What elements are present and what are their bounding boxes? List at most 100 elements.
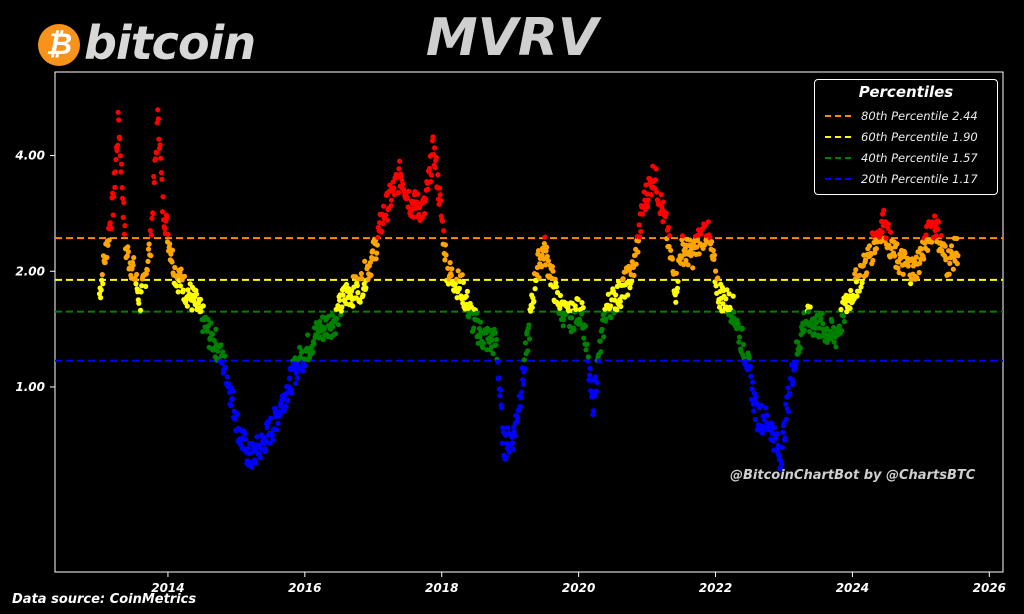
data-point [776,452,782,458]
data-point [774,431,780,437]
data-point [489,337,496,343]
data-point [359,276,365,282]
data-point [520,377,526,383]
x-tick-label: 2014 [151,581,184,595]
data-point [198,308,204,314]
data-point [219,360,225,366]
legend-swatch-20th [825,177,851,180]
data-point [654,189,660,195]
data-point [783,401,789,407]
data-point [783,416,789,422]
data-point [519,389,525,395]
data-point [439,218,446,224]
data-point [164,215,170,221]
data-point [211,337,217,343]
data-point [471,325,477,331]
data-point [427,165,433,171]
legend-label-20th: 20th Percentile 1.17 [861,171,978,186]
data-point [526,336,533,342]
data-point [557,292,564,299]
data-point [888,245,894,251]
data-point [629,278,635,284]
data-point [831,339,837,345]
data-point [459,272,465,278]
data-point [253,460,259,466]
data-point [638,228,644,235]
data-point [522,340,529,346]
data-point [121,231,127,237]
data-point [156,136,162,142]
data-point [535,248,542,254]
data-point [673,270,680,276]
data-point [950,266,956,272]
data-point [118,169,124,175]
data-point [423,196,429,202]
data-point [175,289,181,295]
x-tick-label: 2022 [699,581,732,595]
data-point [761,417,767,423]
data-point [542,262,549,268]
data-point [645,197,651,203]
data-point [169,247,176,253]
data-point [125,249,131,255]
data-point [169,259,175,265]
data-point [675,278,681,284]
data-point [237,441,243,447]
data-point [460,279,466,285]
data-source-note: Data source: CoinMetrics [12,592,197,607]
data-point [355,290,361,296]
data-point [155,116,161,122]
data-point [713,283,719,289]
data-point [807,329,813,335]
data-point [839,328,845,334]
data-point [130,262,136,268]
data-point [104,254,110,261]
data-point [340,292,346,298]
data-point [229,396,235,402]
data-point [883,235,889,241]
data-point [525,348,531,354]
data-point [801,327,808,333]
data-point [438,198,444,204]
data-point [162,225,168,232]
data-point [477,334,483,340]
data-point [391,185,397,191]
data-point [900,271,906,277]
data-point [663,210,669,216]
data-point [517,404,524,410]
data-point [715,275,721,281]
data-point [442,242,448,248]
data-point [490,351,496,357]
data-point [553,284,560,290]
data-point [575,296,581,302]
data-point [510,446,516,452]
data-point [917,260,923,266]
data-point [946,271,952,277]
data-point [281,407,287,414]
data-point [477,319,484,325]
data-point [599,326,605,332]
data-point [132,276,138,282]
data-point [138,307,144,313]
data-point [782,435,788,441]
data-point [581,335,587,341]
data-point [716,304,723,310]
data-point [406,188,412,194]
data-point [818,315,824,321]
data-point [579,300,585,306]
data-point [847,305,853,311]
data-point [658,192,664,198]
data-point [480,340,486,346]
data-point [133,281,139,287]
data-point [532,286,538,292]
data-point [596,358,602,364]
data-point [98,295,104,301]
data-point [422,211,428,217]
data-point [263,438,269,444]
data-point [274,427,280,433]
data-point [380,203,387,209]
data-point [824,325,830,332]
data-point [391,192,397,198]
data-point [785,385,791,391]
legend-label-80th: 80th Percentile 2.44 [861,108,978,123]
